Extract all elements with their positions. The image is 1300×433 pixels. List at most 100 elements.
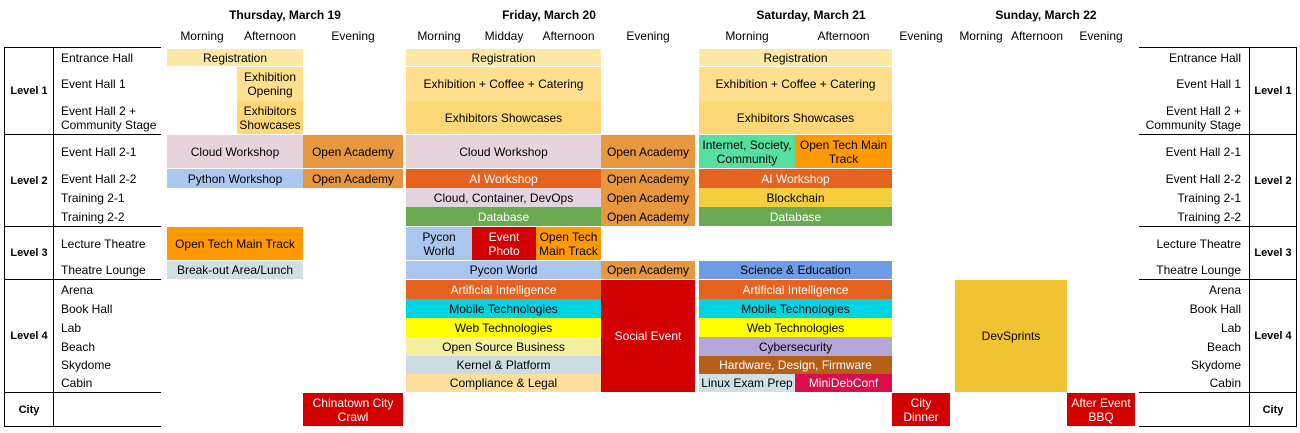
level-separator: [4, 279, 161, 280]
level-separator: [1139, 226, 1296, 227]
session-open-tech-main-track[interactable]: Open Tech Main Track: [795, 135, 892, 168]
room-label: Book Hall: [1189, 301, 1241, 316]
session-kernel-platform[interactable]: Kernel & Platform: [406, 356, 601, 374]
session-database[interactable]: Database: [406, 207, 601, 226]
room-label: Skydome: [61, 358, 112, 372]
session-devsprints[interactable]: DevSprints: [955, 280, 1067, 392]
slot-fri-evening: Evening: [626, 29, 670, 43]
level-label-city: City: [1262, 403, 1284, 416]
slot-sun-afternoon: Afternoon: [1010, 29, 1064, 43]
session-social-event[interactable]: Social Event: [601, 280, 695, 392]
level-column-border: [53, 47, 54, 427]
room-label: Cabin: [61, 376, 93, 390]
session-exhibition-opening[interactable]: Exhibition Opening: [237, 67, 303, 101]
room-label: Training 2-1: [1177, 190, 1241, 205]
slot-fri-midday: Midday: [484, 29, 524, 43]
session-artificial-intelligence[interactable]: Artificial Intelligence: [699, 280, 892, 299]
level-separator: [4, 392, 161, 393]
room-label: Event Hall 2-1: [61, 144, 137, 159]
slot-sun-morning: Morning: [959, 29, 1003, 43]
session-open-academy[interactable]: Open Academy: [601, 188, 695, 207]
session-ai-workshop[interactable]: AI Workshop: [699, 169, 892, 188]
room-label: Lab: [61, 320, 82, 335]
room-label: Cabin: [1209, 376, 1241, 390]
session-registration[interactable]: Registration: [699, 49, 892, 66]
level-label-3: Level 3: [1254, 247, 1292, 259]
slot-fri-morning: Morning: [417, 29, 461, 43]
level-separator: [4, 426, 161, 427]
room-label: Skydome: [1190, 358, 1241, 372]
session-mobile-technologies[interactable]: Mobile Technologies: [699, 299, 892, 318]
room-label: Event Hall 2-2: [1165, 171, 1241, 186]
room-label: Event Hall 2 + Community Stage: [61, 103, 157, 132]
session-web-technologies[interactable]: Web Technologies: [406, 318, 601, 337]
session-python-workshop[interactable]: Python Workshop: [167, 169, 303, 188]
session-city-dinner[interactable]: City Dinner: [892, 393, 950, 426]
level-column-border: [4, 47, 5, 427]
level-label-3: Level 3: [10, 247, 48, 259]
session-exhibitors-showcases[interactable]: Exhibitors Showcases: [237, 101, 303, 134]
slot-sat-afternoon: Afternoon: [817, 29, 870, 43]
session-linux-exam-prep[interactable]: Linux Exam Prep: [699, 374, 795, 392]
session-open-tech-main-track[interactable]: Open Tech Main Track: [167, 227, 303, 260]
slot-thu-afternoon: Afternoon: [243, 29, 297, 43]
session-cybersecurity[interactable]: Cybersecurity: [699, 337, 892, 356]
session-exhibition-coffee-catering[interactable]: Exhibition + Coffee + Catering: [406, 67, 601, 101]
level-separator: [1139, 134, 1296, 135]
session-exhibition-coffee-catering[interactable]: Exhibition + Coffee + Catering: [699, 67, 892, 101]
session-open-academy[interactable]: Open Academy: [601, 169, 695, 188]
session-minidebconf[interactable]: MiniDebConf: [795, 374, 892, 392]
session-compliance-legal[interactable]: Compliance & Legal: [406, 374, 601, 392]
slot-thu-morning: Morning: [180, 29, 224, 43]
session-open-academy[interactable]: Open Academy: [601, 207, 695, 226]
session-after-event-bbq[interactable]: After Event BBQ: [1067, 393, 1135, 426]
session-web-technologies[interactable]: Web Technologies: [699, 318, 892, 337]
session-blockchain[interactable]: Blockchain: [699, 188, 892, 207]
session-internet-society-community[interactable]: Internet, Society, Community: [699, 135, 795, 168]
session-breakout-area[interactable]: Break-out Area/Lunch: [167, 261, 303, 279]
room-label: Lab: [1220, 320, 1241, 335]
session-ai-workshop[interactable]: AI Workshop: [406, 169, 601, 188]
level-label-1: Level 1: [1254, 85, 1292, 97]
room-label: Lecture Theatre: [1156, 236, 1242, 251]
level-separator: [4, 226, 161, 227]
session-exhibitors-showcases[interactable]: Exhibitors Showcases: [699, 101, 892, 134]
day-header-thursday: Thursday, March 19: [229, 8, 341, 22]
session-cloud-container-devops[interactable]: Cloud, Container, DevOps: [406, 188, 601, 207]
session-exhibitors-showcases[interactable]: Exhibitors Showcases: [406, 101, 601, 134]
room-label: Training 2-2: [1177, 209, 1241, 224]
session-open-source-business[interactable]: Open Source Business: [406, 337, 601, 356]
session-pycon-world[interactable]: Pycon World: [406, 227, 472, 260]
session-database[interactable]: Database: [699, 207, 892, 226]
room-label: Arena: [61, 282, 94, 297]
room-label: Beach: [61, 339, 96, 354]
session-open-academy[interactable]: Open Academy: [601, 261, 695, 279]
session-event-photo[interactable]: Event Photo: [472, 227, 536, 260]
session-science-education[interactable]: Science & Education: [699, 261, 892, 279]
session-open-tech-main-track[interactable]: Open Tech Main Track: [536, 227, 601, 260]
level-label-2: Level 2: [10, 174, 48, 187]
session-mobile-technologies[interactable]: Mobile Technologies: [406, 299, 601, 318]
slot-sat-morning: Morning: [725, 29, 769, 43]
session-chinatown-city-crawl[interactable]: Chinatown City Crawl: [303, 393, 403, 426]
slot-thu-evening: Evening: [331, 29, 375, 43]
session-open-academy[interactable]: Open Academy: [601, 135, 695, 168]
session-open-academy[interactable]: Open Academy: [303, 135, 403, 168]
session-pycon-world[interactable]: Pycon World: [406, 261, 601, 279]
session-cloud-workshop[interactable]: Cloud Workshop: [167, 135, 303, 168]
room-label: Training 2-1: [61, 190, 125, 205]
session-hardware-design-firmware[interactable]: Hardware, Design, Firmware: [699, 356, 892, 374]
room-label: Entrance Hall: [1168, 50, 1241, 65]
slot-fri-afternoon: Afternoon: [542, 29, 595, 43]
level-label-4: Level 4: [1254, 330, 1292, 342]
session-registration[interactable]: Registration: [167, 49, 303, 66]
room-label: Entrance Hall: [61, 50, 134, 65]
level-separator: [4, 47, 161, 48]
session-registration[interactable]: Registration: [406, 49, 601, 66]
session-cloud-workshop[interactable]: Cloud Workshop: [406, 135, 601, 168]
level-separator: [1139, 392, 1296, 393]
session-open-academy[interactable]: Open Academy: [303, 169, 403, 188]
room-label: Event Hall 2 + Community Stage: [1145, 103, 1241, 132]
session-artificial-intelligence[interactable]: Artificial Intelligence: [406, 280, 601, 299]
level-separator: [1139, 279, 1296, 280]
